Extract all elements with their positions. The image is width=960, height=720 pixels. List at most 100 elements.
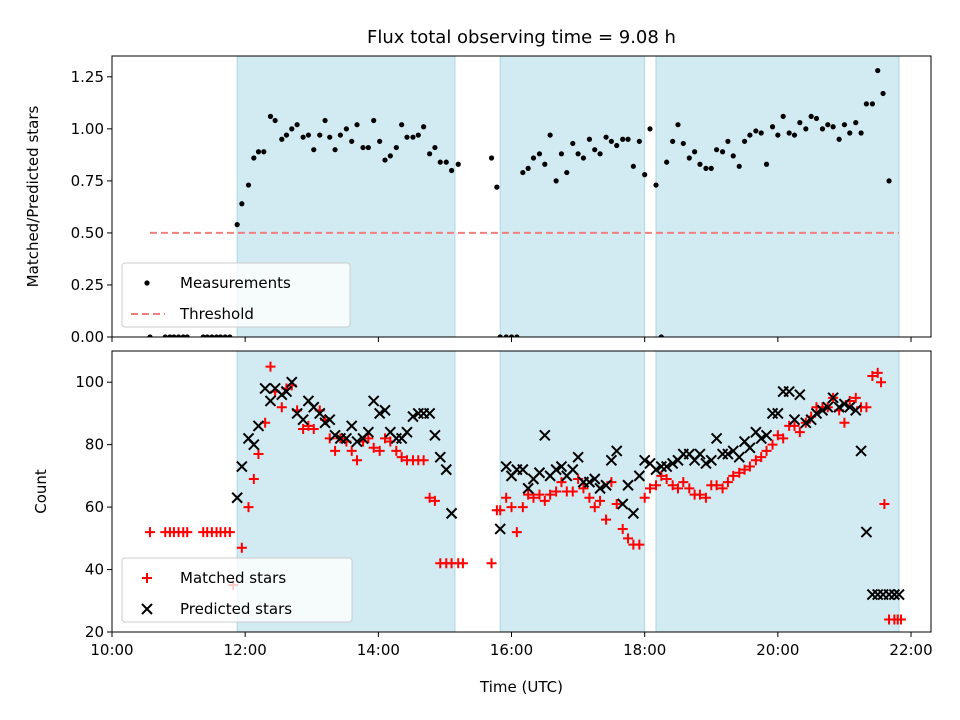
bottom-predicted-point xyxy=(660,460,673,473)
bottom-matched-point xyxy=(298,424,309,435)
top-point xyxy=(564,169,570,176)
top-point xyxy=(530,155,537,161)
top-point xyxy=(536,151,543,157)
top-point xyxy=(255,149,262,155)
top-point xyxy=(664,159,670,165)
bottom-matched-point xyxy=(678,477,689,488)
bottom-predicted-point xyxy=(517,463,529,476)
bottom-matched-point xyxy=(772,430,783,441)
bottom-predicted-point xyxy=(822,401,834,413)
bottom-matched-point xyxy=(243,502,254,513)
top-point xyxy=(797,120,803,126)
bottom-matched-point xyxy=(667,480,678,491)
top-point xyxy=(305,132,312,138)
bottom-matched-point xyxy=(368,442,379,453)
bottom-predicted-point xyxy=(733,451,745,463)
bottom-matched-point xyxy=(391,445,402,456)
top-point xyxy=(670,138,676,144)
top-y-tick-label: 1.25 xyxy=(71,68,104,86)
top-point xyxy=(514,334,520,337)
bottom-predicted-point xyxy=(345,420,358,432)
bottom-matched-point xyxy=(734,467,745,478)
top-legend-label: Measurements xyxy=(180,274,291,292)
bottom-matched-point xyxy=(767,439,778,450)
top-point xyxy=(558,151,565,157)
bottom-matched-point xyxy=(539,495,550,506)
bottom-predicted-point xyxy=(888,588,901,601)
bottom-predicted-point xyxy=(694,448,706,460)
top-point xyxy=(251,155,257,161)
top-point xyxy=(869,101,876,107)
top-point xyxy=(786,130,792,136)
top-point xyxy=(272,117,278,124)
bottom-matched-point xyxy=(363,433,374,444)
top-point xyxy=(443,159,449,165)
top-point xyxy=(147,334,153,337)
bottom-predicted-point xyxy=(539,429,551,442)
bottom-matched-point xyxy=(634,539,645,550)
top-point xyxy=(880,90,886,97)
top-point xyxy=(171,334,177,337)
top-point xyxy=(167,334,173,337)
top-point xyxy=(455,161,461,167)
top-point xyxy=(421,124,427,130)
bottom-legend-marker xyxy=(141,603,153,615)
bottom-matched-point xyxy=(589,502,600,513)
top-point xyxy=(404,134,410,140)
top-point xyxy=(608,138,614,144)
top-point xyxy=(686,155,692,161)
bottom-matched-point xyxy=(672,483,683,494)
top-point xyxy=(508,334,515,337)
bottom-predicted-point xyxy=(340,432,353,445)
bottom-predicted-point xyxy=(550,463,562,476)
bottom-matched-point xyxy=(789,420,800,431)
bottom-matched-point xyxy=(236,542,247,553)
bottom-matched-point xyxy=(556,477,567,488)
top-point xyxy=(886,178,892,184)
top-point xyxy=(636,138,642,144)
bottom-predicted-point xyxy=(362,426,375,438)
top-legend-box xyxy=(121,262,351,328)
bottom-matched-point xyxy=(429,495,440,506)
bottom-predicted-point xyxy=(794,389,806,401)
top-point xyxy=(289,126,295,132)
top-point xyxy=(603,134,609,140)
bottom-predicted-point xyxy=(611,445,623,457)
bottom-panel-count: 20 40 60 80 100 10:00 12:00 14:00 16:00 18:00 20:0… xyxy=(32,350,933,659)
bottom-predicted-point xyxy=(800,417,812,429)
top-point xyxy=(808,113,814,119)
bottom-predicted-point xyxy=(855,445,867,457)
top-point xyxy=(713,147,720,153)
top-point xyxy=(803,126,809,132)
bottom-predicted-point xyxy=(627,507,640,520)
bottom-matched-point xyxy=(867,370,878,381)
top-point xyxy=(708,165,714,171)
bottom-predicted-point xyxy=(583,476,596,488)
top-point xyxy=(620,136,626,142)
top-point xyxy=(836,136,842,142)
top-point xyxy=(317,132,323,138)
top-point xyxy=(180,334,186,337)
bottom-plot-area xyxy=(144,361,907,625)
bottom-predicted-point xyxy=(838,398,851,410)
top-legend: Measurements Threshold xyxy=(121,262,351,328)
top-point xyxy=(371,117,377,124)
bottom-predicted-point xyxy=(434,451,446,463)
bottom-predicted-point xyxy=(367,395,380,407)
top-point xyxy=(791,132,798,138)
top-point xyxy=(365,144,371,151)
top-point xyxy=(863,101,870,107)
bottom-predicted-point xyxy=(379,404,391,417)
bottom-matched-point xyxy=(224,527,235,538)
top-point xyxy=(349,138,355,144)
bottom-matched-point xyxy=(739,464,750,475)
bottom-matched-point xyxy=(794,427,805,438)
bottom-matched-point xyxy=(617,523,628,534)
bottom-matched-point xyxy=(872,367,883,378)
top-point xyxy=(387,153,393,159)
bottom-predicted-point xyxy=(617,498,629,510)
bottom-predicted-point xyxy=(893,588,905,601)
top-point xyxy=(300,134,306,140)
top-point xyxy=(830,124,836,130)
bottom-matched-point xyxy=(352,455,363,466)
